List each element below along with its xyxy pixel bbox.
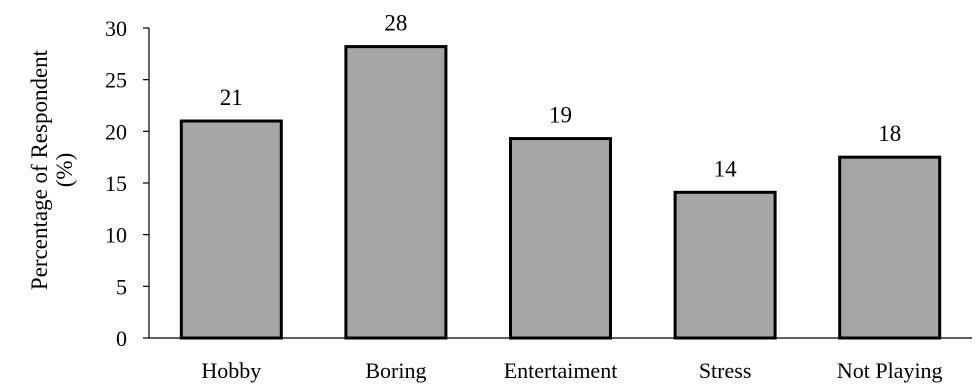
bars [179, 45, 942, 340]
y-axis-title-line-1: Percentage of Respondent [27, 49, 52, 290]
y-axis-title: Percentage of Respondent (%) [27, 49, 77, 290]
data-label: 19 [549, 103, 572, 128]
bar-entertaiment [509, 137, 612, 340]
x-category-label: Hobby [201, 358, 261, 383]
y-tick-label: 30 [105, 16, 127, 41]
data-labels: 21 28 19 14 18 [220, 11, 901, 182]
x-category-label: Boring [365, 358, 426, 383]
bar-boring [344, 45, 448, 340]
y-axis-ticks: 0 5 10 15 20 25 30 [105, 16, 149, 351]
y-tick-label: 0 [116, 326, 127, 351]
x-axis-categories: Hobby Boring Entertaiment Stress Not Playing [201, 358, 942, 383]
bar-hobby [179, 119, 283, 340]
bar-stress [673, 190, 777, 340]
y-axis-title-line-2: (%) [52, 153, 77, 187]
data-label: 18 [878, 121, 901, 146]
y-tick-label: 20 [105, 119, 127, 144]
x-category-label: Not Playing [837, 358, 943, 383]
data-label: 28 [384, 11, 407, 36]
y-tick-label: 15 [105, 171, 127, 196]
x-category-label: Stress [699, 358, 752, 383]
y-tick-label: 5 [116, 274, 127, 299]
y-tick-label: 10 [105, 223, 127, 248]
data-label: 14 [714, 156, 738, 181]
y-tick-label: 25 [105, 68, 127, 93]
bar-not-playing [838, 155, 942, 340]
x-category-label: Entertaiment [504, 358, 618, 383]
data-label: 21 [220, 85, 243, 110]
